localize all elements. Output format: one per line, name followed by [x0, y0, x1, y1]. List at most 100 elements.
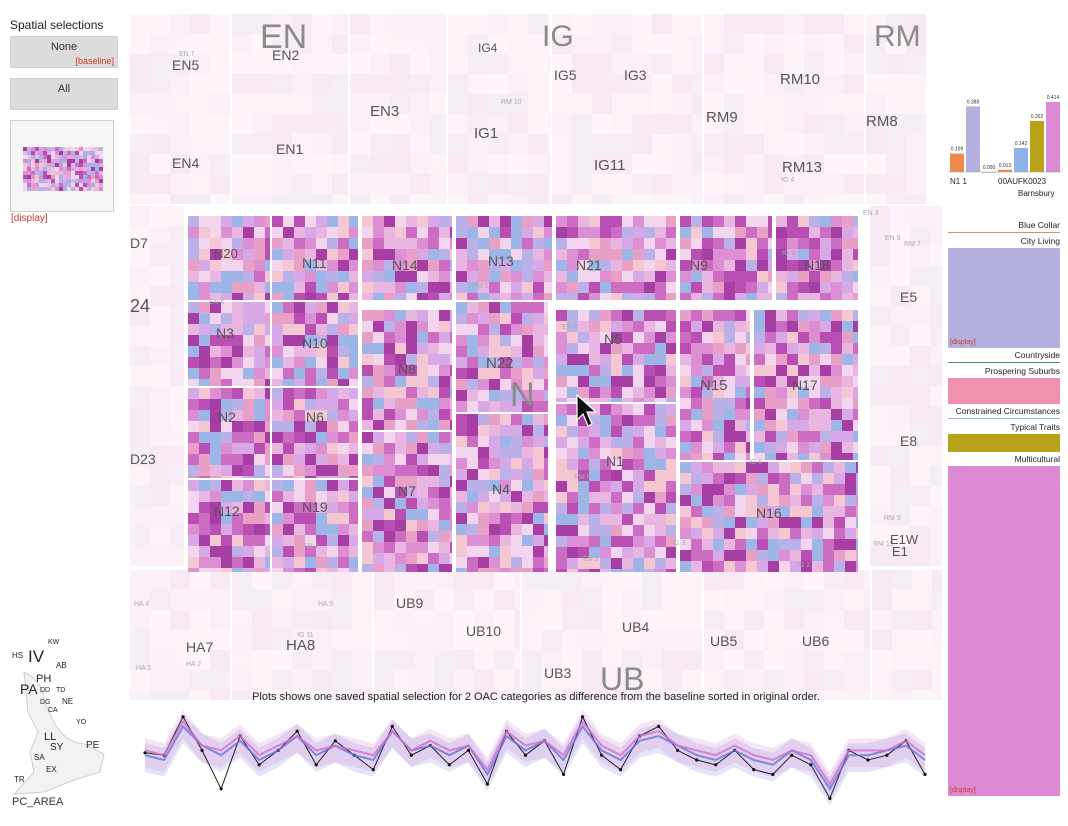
pc-area-mini-map[interactable]: KW HS IV AB PH PA DD TD DG CA NE YO LL SY PE SA EX TR — [4, 632, 124, 812]
treemap-canvas[interactable]: EN EN5 EN2 EN3 EN4 EN1 EN 2 EN 7 EN 6 EN 9 EN 4 EN … — [130, 14, 942, 700]
series-point — [828, 796, 832, 800]
mini-map-label[interactable]: CA — [48, 707, 58, 714]
n-district-4[interactable] — [556, 216, 676, 300]
category-label[interactable]: Blue Collar — [1018, 220, 1060, 230]
n-district-16[interactable] — [362, 432, 452, 572]
map-label: IG5 — [554, 67, 577, 83]
n-district-7[interactable] — [188, 302, 270, 386]
category-bar[interactable] — [982, 172, 996, 173]
mini-map-label[interactable]: EX — [46, 765, 57, 774]
category-display-tag: [display] — [950, 787, 976, 794]
n-district-20[interactable] — [188, 480, 270, 572]
mini-map-label[interactable]: PH — [36, 673, 51, 685]
category-share-box[interactable] — [948, 466, 1060, 796]
n-district-5[interactable] — [680, 216, 772, 300]
outer-district-6[interactable] — [866, 14, 926, 204]
category-bar[interactable] — [1030, 120, 1044, 172]
category-label[interactable]: Typical Traits — [1010, 422, 1060, 432]
mini-map-label[interactable]: YO — [76, 719, 87, 726]
bar-value-label: 0.388 — [967, 99, 980, 105]
mini-map-label[interactable]: KW — [48, 639, 60, 646]
outer-district-0[interactable] — [130, 14, 230, 204]
n-district-13[interactable] — [754, 310, 858, 460]
mini-map-label[interactable]: DG — [40, 699, 51, 706]
mini-map-label[interactable]: TD — [56, 687, 65, 694]
outer-district-12[interactable] — [522, 570, 702, 700]
category-label[interactable]: City Living — [1020, 236, 1060, 246]
outer-district-2[interactable] — [350, 14, 446, 204]
n-district-11[interactable] — [556, 310, 676, 402]
map-label: HA 2 — [186, 661, 201, 668]
category-share-box[interactable] — [948, 248, 1060, 348]
series-point — [752, 768, 756, 772]
category-share-box[interactable] — [948, 418, 1060, 419]
outer-district-10[interactable] — [232, 570, 372, 700]
map-label: HA 5 — [136, 665, 151, 672]
outer-district-8[interactable] — [870, 206, 942, 566]
all-selection-button[interactable]: All — [10, 78, 118, 110]
mini-map-label[interactable]: TR — [14, 775, 25, 784]
category-label[interactable]: Countryside — [1014, 350, 1060, 360]
thumbnail-map-icon — [23, 147, 103, 191]
n-district-0[interactable] — [188, 216, 270, 300]
category-share-box[interactable] — [948, 232, 1060, 233]
category-share-box[interactable] — [948, 362, 1060, 363]
category-bar[interactable] — [966, 106, 980, 172]
n-district-3[interactable] — [456, 216, 552, 300]
outer-district-5[interactable] — [704, 14, 864, 204]
mini-map-label[interactable]: HS — [12, 651, 23, 660]
outer-district-3[interactable] — [448, 14, 550, 204]
n-district-8[interactable] — [272, 302, 358, 386]
mini-map-label[interactable]: PA — [20, 681, 38, 697]
bar-value-label: 0.109 — [951, 147, 964, 153]
category-bar[interactable] — [998, 169, 1012, 172]
n-district-21[interactable] — [272, 480, 358, 572]
outer-district-1[interactable] — [232, 14, 348, 204]
n-district-19[interactable] — [680, 462, 858, 572]
difference-line-plot[interactable] — [140, 708, 930, 812]
n-district-15[interactable] — [272, 388, 358, 478]
saved-selection-thumbnail[interactable]: [display] — [10, 120, 114, 224]
series-point — [485, 782, 490, 786]
n-district-9[interactable] — [362, 310, 452, 430]
category-label[interactable]: Prospering Suburbs — [984, 366, 1060, 376]
category-share-box[interactable] — [948, 434, 1060, 452]
map-label: N2 — [218, 409, 236, 425]
outer-district-13[interactable] — [704, 570, 870, 700]
mini-map-label[interactable]: LL — [44, 731, 56, 743]
n-district-12[interactable] — [680, 310, 750, 460]
mini-map-label[interactable]: AB — [56, 661, 67, 670]
category-share-box[interactable] — [948, 378, 1060, 404]
category-bar[interactable] — [1014, 147, 1028, 172]
mini-map-label[interactable]: IV — [28, 647, 45, 666]
postcode-treemap[interactable]: EN EN5 EN2 EN3 EN4 EN1 EN 2 EN 7 EN 6 EN 9 EN 4 EN … — [130, 14, 942, 700]
map-label: EN1 — [276, 141, 303, 157]
n-district-6[interactable] — [776, 216, 858, 300]
category-bar[interactable] — [950, 153, 964, 172]
n-district-17[interactable] — [456, 414, 548, 572]
none-selection-button[interactable]: None [baseline] — [10, 36, 118, 68]
mini-map-label[interactable]: DD — [40, 687, 50, 694]
outer-district-4[interactable] — [552, 14, 702, 204]
mini-map-label[interactable]: SY — [50, 742, 64, 753]
category-label[interactable]: Multicultural — [1014, 454, 1060, 464]
n-district-10[interactable] — [456, 302, 548, 412]
n-district-14[interactable] — [188, 388, 270, 478]
outer-district-14[interactable] — [872, 570, 942, 700]
outer-district-7[interactable] — [130, 206, 184, 566]
map-label: IG 2 — [797, 562, 810, 569]
map-label: RM 10 — [501, 99, 522, 106]
category-bar[interactable] — [1046, 102, 1060, 172]
n-district-2[interactable] — [362, 216, 452, 300]
n-district-1[interactable] — [272, 216, 358, 300]
map-label: N13 — [488, 253, 514, 269]
outer-district-9[interactable] — [130, 570, 230, 700]
mini-map-label[interactable]: PE — [86, 740, 100, 751]
mini-map-label[interactable]: SA — [34, 753, 45, 762]
mini-map-label[interactable]: NE — [62, 697, 73, 706]
outer-district-11[interactable] — [374, 570, 520, 700]
n-district-18[interactable] — [556, 404, 676, 572]
category-label[interactable]: Constrained Circumstances — [955, 406, 1060, 416]
bar-value-label: 0.000 — [983, 165, 996, 171]
